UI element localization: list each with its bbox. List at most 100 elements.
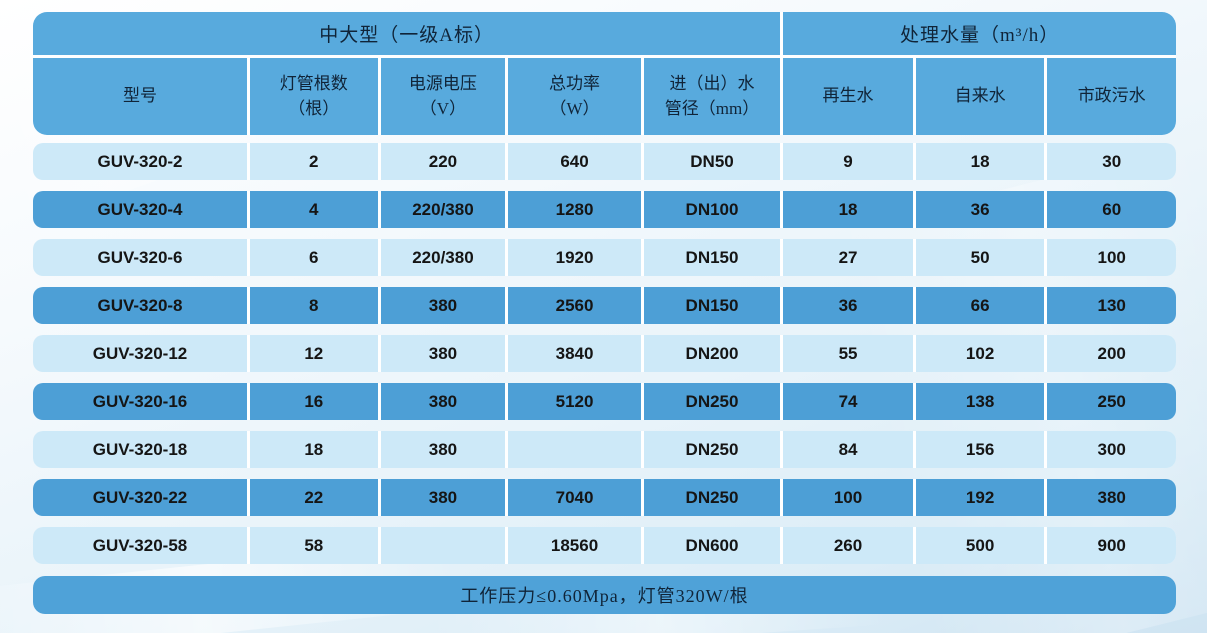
column-header-label: 自来水 bbox=[954, 86, 1006, 106]
table-cell bbox=[508, 431, 641, 468]
table-cell: DN250 bbox=[643, 479, 781, 516]
table-cell: 130 bbox=[1047, 287, 1176, 324]
table-cell: 22 bbox=[249, 479, 378, 516]
table-cell: 220/380 bbox=[380, 239, 506, 276]
table-cell: 1920 bbox=[508, 239, 641, 276]
table-cell: 36 bbox=[915, 191, 1045, 228]
table-cell: 12 bbox=[249, 335, 378, 372]
table-footer-note: 工作压力≤0.60Mpa，灯管320W/根 bbox=[33, 576, 1176, 614]
model-cell: GUV-320-16 bbox=[33, 383, 247, 420]
table-cell: 7040 bbox=[508, 479, 641, 516]
column-header-tap-water: 自来水 bbox=[915, 58, 1045, 135]
table-cell bbox=[380, 527, 506, 564]
column-header-label: （根） bbox=[288, 98, 340, 118]
table-cell: 84 bbox=[783, 431, 913, 468]
table-row: GUV-320-8 8 380 2560 DN150 36 66 130 bbox=[33, 287, 1176, 324]
table-cell: 138 bbox=[915, 383, 1045, 420]
table-cell: 36 bbox=[783, 287, 913, 324]
table-cell: 55 bbox=[783, 335, 913, 372]
table-row: GUV-320-2 2 220 640 DN50 9 18 30 bbox=[33, 143, 1176, 180]
table-cell: 220/380 bbox=[380, 191, 506, 228]
model-cell: GUV-320-2 bbox=[33, 143, 247, 180]
table-cell: 18560 bbox=[508, 527, 641, 564]
table-cell: 192 bbox=[915, 479, 1045, 516]
table-cell: DN150 bbox=[643, 287, 781, 324]
table-cell: 8 bbox=[249, 287, 378, 324]
model-cell: GUV-320-58 bbox=[33, 527, 247, 564]
column-header-label: （W） bbox=[549, 98, 600, 118]
table-cell: 3840 bbox=[508, 335, 641, 372]
table-cell: 1280 bbox=[508, 191, 641, 228]
table-cell: 200 bbox=[1047, 335, 1176, 372]
column-header-label: 灯管根数 bbox=[279, 73, 348, 93]
table-cell: 500 bbox=[915, 527, 1045, 564]
table-cell: 220 bbox=[380, 143, 506, 180]
table-cell: 380 bbox=[380, 383, 506, 420]
column-header-label: 电源电压 bbox=[408, 73, 477, 93]
table-cell: 380 bbox=[380, 287, 506, 324]
table-cell: 250 bbox=[1047, 383, 1176, 420]
table-cell: 60 bbox=[1047, 191, 1176, 228]
table-cell: 18 bbox=[783, 191, 913, 228]
table-header: 中大型（一级A标） 处理水量（m³/h） 型号 灯管根数 （根） 电源电压 （V… bbox=[33, 12, 1176, 135]
column-header-label: （V） bbox=[419, 98, 467, 118]
table-cell: 16 bbox=[249, 383, 378, 420]
table-cell: 2 bbox=[249, 143, 378, 180]
model-cell: GUV-320-6 bbox=[33, 239, 247, 276]
table-cell: 2560 bbox=[508, 287, 641, 324]
model-cell: GUV-320-12 bbox=[33, 335, 247, 372]
group-header-water-capacity: 处理水量（m³/h） bbox=[783, 12, 1176, 55]
table-cell: 102 bbox=[915, 335, 1045, 372]
table-body: GUV-320-2 2 220 640 DN50 9 18 30 GUV-320-4 4 220/3… bbox=[33, 143, 1176, 564]
table-row: GUV-320-6 6 220/380 1920 DN150 27 50 100 bbox=[33, 239, 1176, 276]
table-cell: 74 bbox=[783, 383, 913, 420]
table-cell: 5120 bbox=[508, 383, 641, 420]
table-cell: 58 bbox=[249, 527, 378, 564]
table-row: GUV-320-18 18 380 DN250 84 156 300 bbox=[33, 431, 1176, 468]
column-header-label: 市政污水 bbox=[1077, 86, 1146, 106]
table-row: GUV-320-4 4 220/380 1280 DN100 18 36 60 bbox=[33, 191, 1176, 228]
table-row: GUV-320-58 58 18560 DN600 260 500 900 bbox=[33, 527, 1176, 564]
model-cell: GUV-320-22 bbox=[33, 479, 247, 516]
column-header-label: 型号 bbox=[122, 86, 157, 106]
column-header-model: 型号 bbox=[33, 58, 247, 135]
table-cell: 380 bbox=[1047, 479, 1176, 516]
column-header-lamp-count: 灯管根数 （根） bbox=[249, 58, 378, 135]
table-cell: 4 bbox=[249, 191, 378, 228]
table-cell: 27 bbox=[783, 239, 913, 276]
table-cell: DN100 bbox=[643, 191, 781, 228]
table-cell: DN50 bbox=[643, 143, 781, 180]
table-cell: 380 bbox=[380, 479, 506, 516]
column-header-label: 进（出）水 bbox=[669, 73, 755, 93]
table-cell: 66 bbox=[915, 287, 1045, 324]
table-cell: DN600 bbox=[643, 527, 781, 564]
table-cell: 30 bbox=[1047, 143, 1176, 180]
column-header-reclaimed-water: 再生水 bbox=[783, 58, 913, 135]
column-header-label: 总功率 bbox=[549, 73, 601, 93]
table-cell: 18 bbox=[915, 143, 1045, 180]
model-cell: GUV-320-18 bbox=[33, 431, 247, 468]
table-cell: 640 bbox=[508, 143, 641, 180]
table-cell: 50 bbox=[915, 239, 1045, 276]
table-cell: 260 bbox=[783, 527, 913, 564]
column-header-voltage: 电源电压 （V） bbox=[380, 58, 506, 135]
table-cell: 6 bbox=[249, 239, 378, 276]
column-header-total-power: 总功率 （W） bbox=[508, 58, 641, 135]
column-header-pipe-diameter: 进（出）水 管径（mm） bbox=[643, 58, 781, 135]
table-cell: 100 bbox=[1047, 239, 1176, 276]
table-cell: DN250 bbox=[643, 431, 781, 468]
table-cell: DN250 bbox=[643, 383, 781, 420]
table-cell: DN200 bbox=[643, 335, 781, 372]
table-cell: 156 bbox=[915, 431, 1045, 468]
table-cell: 300 bbox=[1047, 431, 1176, 468]
table-row: GUV-320-22 22 380 7040 DN250 100 192 380 bbox=[33, 479, 1176, 516]
table-cell: 9 bbox=[783, 143, 913, 180]
model-cell: GUV-320-8 bbox=[33, 287, 247, 324]
table-cell: 900 bbox=[1047, 527, 1176, 564]
table-cell: DN150 bbox=[643, 239, 781, 276]
column-header-label: 管径（mm） bbox=[664, 98, 760, 118]
table-row: GUV-320-12 12 380 3840 DN200 55 102 200 bbox=[33, 335, 1176, 372]
table-row: GUV-320-16 16 380 5120 DN250 74 138 250 bbox=[33, 383, 1176, 420]
column-header-label: 再生水 bbox=[822, 86, 874, 106]
